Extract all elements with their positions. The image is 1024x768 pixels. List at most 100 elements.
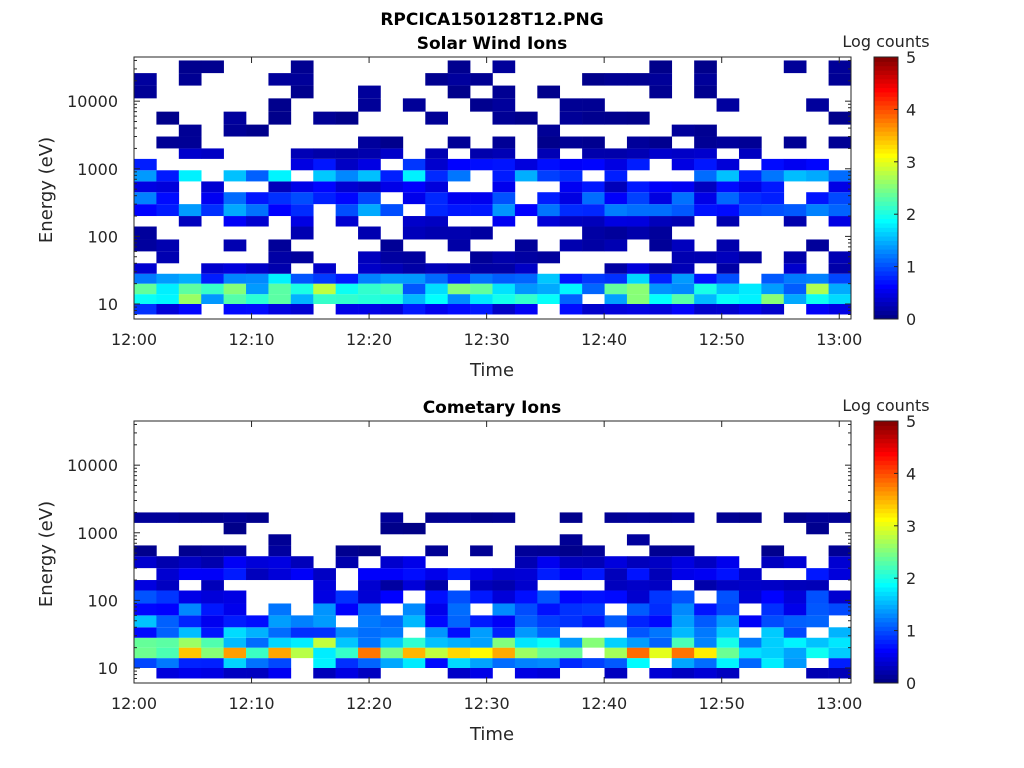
heatmap-cell xyxy=(537,204,561,217)
heatmap-cell xyxy=(201,204,224,217)
heatmap-cell xyxy=(492,170,516,182)
heatmap-cell xyxy=(134,545,157,557)
x-tick-label: 12:00 xyxy=(111,694,157,713)
heatmap-cell xyxy=(492,251,516,264)
heatmap-cell xyxy=(514,158,538,171)
heatmap-cell xyxy=(626,603,650,616)
heatmap-cell xyxy=(201,580,224,591)
heatmap-cell xyxy=(626,136,650,149)
heatmap-cell xyxy=(246,647,269,659)
heatmap-cell xyxy=(738,590,762,604)
colorbar-segment xyxy=(874,266,898,272)
colorbar-segment xyxy=(874,126,898,132)
heatmap-cell xyxy=(178,273,202,284)
heatmap-cell xyxy=(178,568,202,581)
heatmap-cell xyxy=(806,637,829,648)
heatmap-cell xyxy=(828,568,852,581)
heatmap-cell xyxy=(358,304,381,315)
heatmap-cell xyxy=(582,226,605,240)
heatmap-cell xyxy=(761,637,785,648)
heatmap-cell xyxy=(694,181,717,193)
heatmap-cell xyxy=(246,294,269,304)
heatmap-cell xyxy=(537,136,561,149)
heatmap-cell xyxy=(290,615,314,628)
heatmap-cell xyxy=(380,304,404,315)
heatmap-cell xyxy=(537,545,561,557)
heatmap-cell xyxy=(716,658,740,668)
heatmap-cell xyxy=(604,615,628,628)
heatmap-cell xyxy=(380,556,404,569)
heatmap-cell xyxy=(828,216,852,227)
heatmap-cell xyxy=(223,603,247,616)
heatmap-cell xyxy=(447,273,471,284)
heatmap-cell xyxy=(380,294,404,304)
heatmap-cell xyxy=(783,580,807,591)
heatmap-cell xyxy=(649,304,673,315)
heatmap-cell xyxy=(313,111,336,125)
x-axis: 12:00 12:10 12:20 12:30 12:40 12:50 13:00 xyxy=(111,421,862,713)
heatmap-cell xyxy=(313,170,336,182)
colorbar-segment xyxy=(874,582,898,588)
heatmap-cell xyxy=(828,251,852,264)
heatmap-cell xyxy=(604,658,628,668)
heatmap-cell xyxy=(246,668,269,679)
heatmap-cell xyxy=(738,568,762,581)
heatmap-cell xyxy=(380,615,404,628)
heatmap-cell xyxy=(156,580,180,591)
heatmap-cell xyxy=(626,580,650,591)
heatmap-cell xyxy=(178,73,202,86)
heatmap-cell xyxy=(134,85,157,99)
heatmap-cell xyxy=(492,216,516,227)
colorbar-segment xyxy=(874,608,898,614)
heatmap-cell xyxy=(694,192,717,205)
heatmap-cell xyxy=(649,545,673,557)
heatmap-cell xyxy=(671,239,695,252)
heatmap-cell xyxy=(738,283,762,295)
colorbar-segment xyxy=(874,669,898,675)
colorbar-segment xyxy=(874,310,898,316)
heatmap-cell xyxy=(649,627,673,638)
heatmap-cell xyxy=(537,283,561,295)
heatmap-cell xyxy=(514,294,538,304)
heatmap-cell xyxy=(290,637,314,648)
heatmap-cells xyxy=(134,60,852,315)
heatmap-cell xyxy=(402,192,426,205)
heatmap-cell xyxy=(380,590,404,604)
heatmap-cell xyxy=(559,273,583,284)
heatmap-cell xyxy=(716,158,740,171)
heatmap-cell xyxy=(290,181,314,193)
heatmap-cell xyxy=(514,603,538,616)
heatmap-cell xyxy=(402,273,426,284)
heatmap-cell xyxy=(738,251,762,264)
heatmap-cell xyxy=(828,304,852,315)
heatmap-cell xyxy=(582,304,605,315)
heatmap-cell xyxy=(716,668,740,679)
heatmap-cell xyxy=(156,283,180,295)
heatmap-cell xyxy=(246,273,269,284)
heatmap-cell xyxy=(806,158,829,171)
heatmap-cell xyxy=(626,181,650,193)
heatmap-cell xyxy=(559,98,583,112)
heatmap-cell xyxy=(694,148,717,159)
heatmap-cell xyxy=(582,192,605,205)
heatmap-cell xyxy=(761,590,785,604)
heatmap-cell xyxy=(402,658,426,668)
heatmap-cell xyxy=(178,204,202,217)
colorbar-segment xyxy=(874,87,898,93)
heatmap-cell xyxy=(290,273,314,284)
colorbar-segment xyxy=(874,477,898,483)
heatmap-cell xyxy=(246,124,269,137)
heatmap-cell xyxy=(447,204,471,217)
colorbar-segment xyxy=(874,201,898,206)
heatmap-cell xyxy=(537,158,561,171)
heatmap-cell xyxy=(156,192,180,205)
heatmap-cell xyxy=(761,556,785,569)
heatmap-cell xyxy=(783,294,807,304)
heatmap-cell xyxy=(358,294,381,304)
heatmap-cell xyxy=(201,273,224,284)
heatmap-cell xyxy=(806,590,829,604)
heatmap-cell xyxy=(559,603,583,616)
colorbar-tick-label: 2 xyxy=(906,569,916,588)
heatmap-cell xyxy=(358,192,381,205)
heatmap-cell xyxy=(178,590,202,604)
